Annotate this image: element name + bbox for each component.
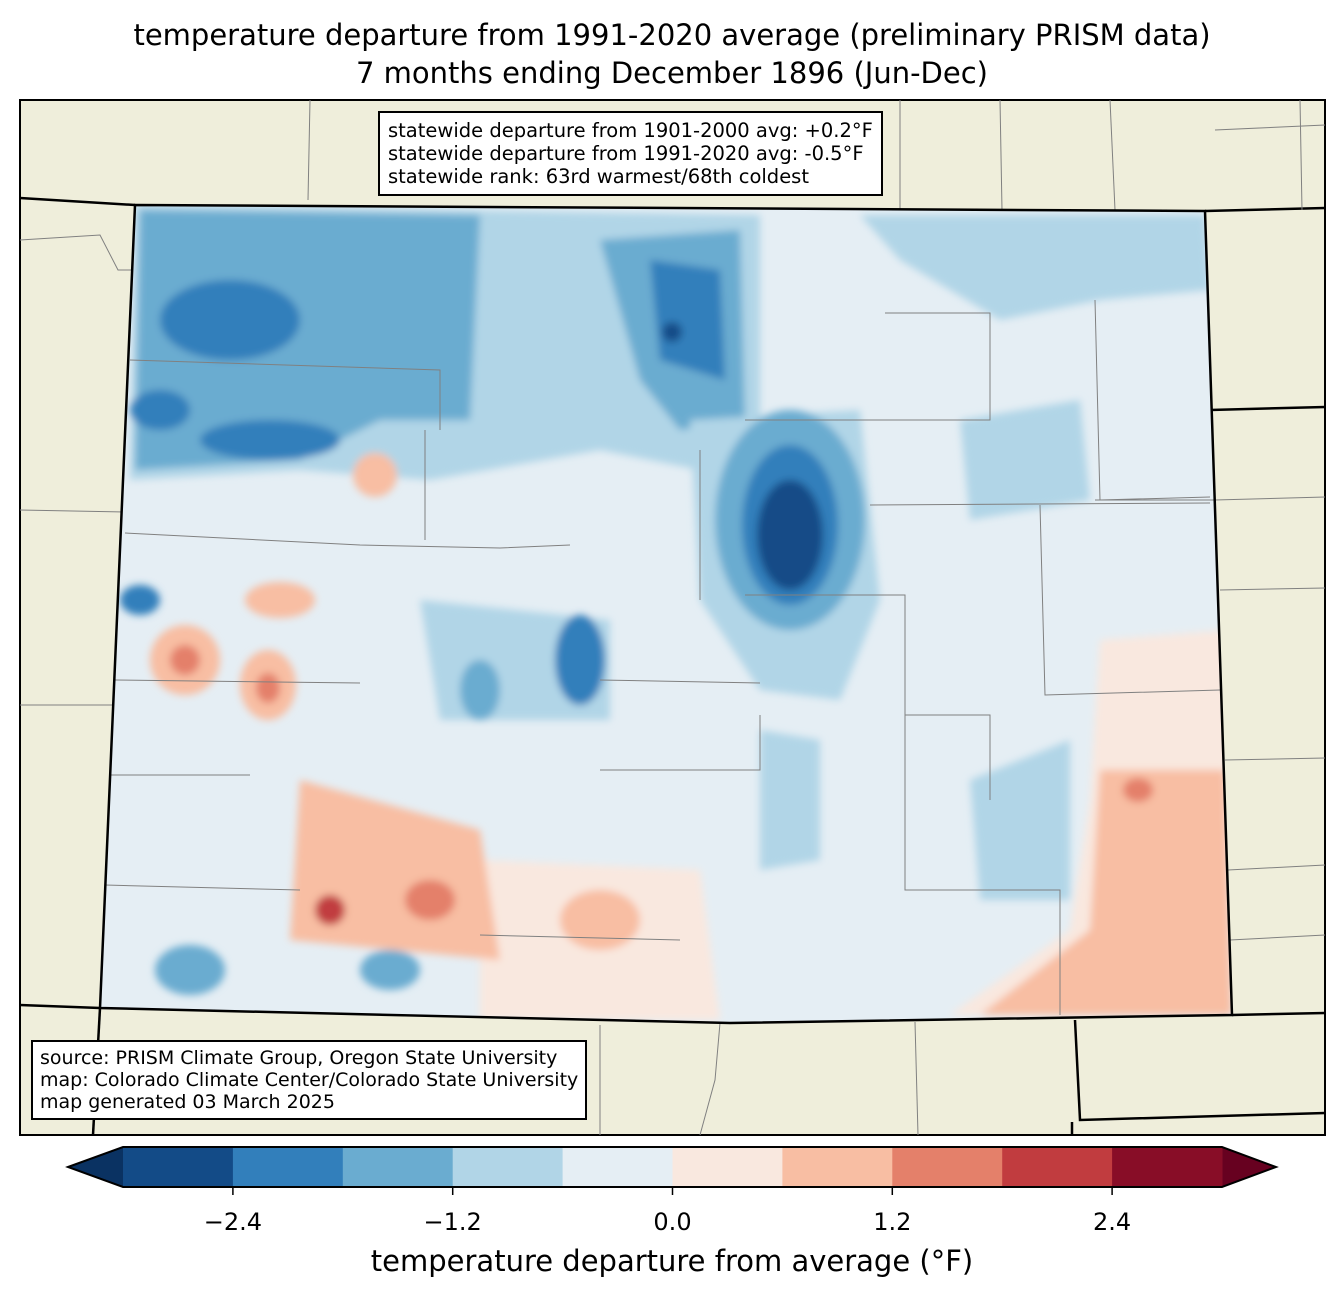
colorbar-bin	[232, 1147, 344, 1187]
colorbar-extend-high	[1222, 1147, 1276, 1187]
colorbar-extend-low	[68, 1147, 123, 1187]
colorbar-bin	[123, 1147, 234, 1187]
colorbar-bin	[562, 1147, 673, 1187]
stats-line-3: statewide rank: 63rd warmest/68th coldes…	[388, 165, 809, 188]
colorbar-bin	[452, 1147, 564, 1187]
colorbar-bin	[782, 1147, 893, 1187]
county-lines	[104, 299, 1221, 1015]
colorado-border	[98, 203, 1234, 1025]
colorbar-tick-label: 2.4	[1093, 1208, 1132, 1236]
source-box: source: PRISM Climate Group, Oregon Stat…	[31, 1040, 588, 1120]
statewide-stats-box: statewide departure from 1901-2000 avg: …	[378, 111, 883, 196]
colorbar-tick-label: 1.2	[873, 1208, 912, 1236]
stats-line-2: statewide departure from 1991-2020 avg: …	[388, 142, 864, 165]
neighbor-county-lines	[19, 99, 1326, 1136]
colorbar	[65, 1146, 1279, 1195]
colorbar-tick-label: −2.4	[203, 1208, 263, 1236]
map-title-line2: 7 months ending December 1896 (Jun-Dec)	[356, 56, 988, 90]
source-line-3: map generated 03 March 2025	[40, 1091, 335, 1113]
colorbar-bin	[672, 1147, 783, 1187]
colorbar-label: temperature departure from average (°F)	[370, 1244, 974, 1278]
temperature-field	[100, 205, 1232, 1023]
colorbar-bin	[1112, 1147, 1223, 1187]
colorbar-bin	[342, 1147, 454, 1187]
colorbar-outline	[65, 1146, 1279, 1188]
colorbar-bin	[1002, 1147, 1113, 1187]
colorbar-tick-label: −1.2	[423, 1208, 482, 1236]
source-line-1: source: PRISM Climate Group, Oregon Stat…	[40, 1047, 558, 1069]
colorbar-bin	[892, 1147, 1003, 1187]
source-line-2: map: Colorado Climate Center/Colorado St…	[40, 1069, 579, 1091]
colorbar-tick-label: 0.0	[653, 1208, 692, 1236]
map-title-line1: temperature departure from 1991-2020 ave…	[133, 18, 1211, 52]
stats-line-1: statewide departure from 1901-2000 avg: …	[388, 119, 873, 142]
